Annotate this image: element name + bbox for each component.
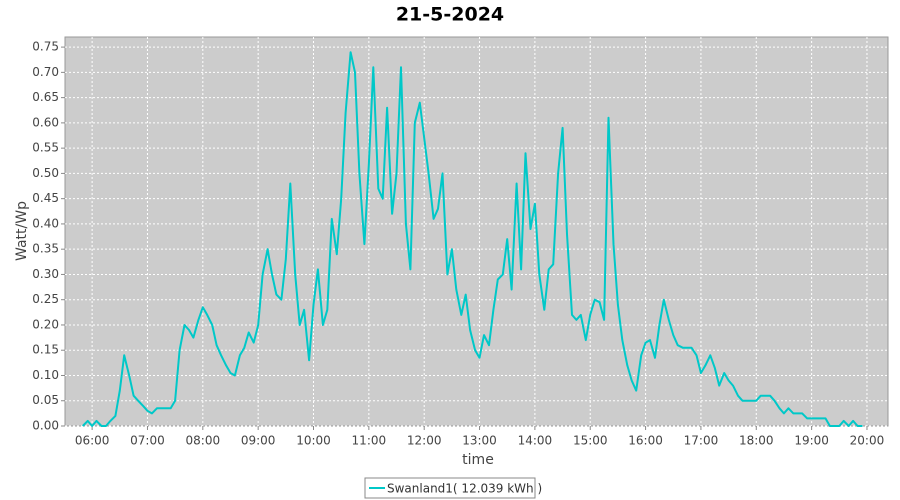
x-tick-label: 11:00 (352, 434, 387, 448)
x-tick-label: 19:00 (794, 434, 829, 448)
x-tick-label: 20:00 (850, 434, 885, 448)
x-tick-label: 07:00 (130, 434, 165, 448)
x-tick-label: 16:00 (628, 434, 663, 448)
y-tick-label: 0.50 (32, 166, 59, 180)
y-tick-label: 0.05 (32, 393, 59, 407)
y-tick-label: 0.30 (32, 267, 59, 281)
legend-box (364, 477, 536, 499)
x-tick-label: 06:00 (75, 434, 110, 448)
x-tick-label: 09:00 (241, 434, 276, 448)
y-axis-label: Watt/Wp (14, 201, 30, 261)
y-tick-label: 0.45 (32, 191, 59, 205)
y-tick-label: 0.00 (32, 419, 59, 433)
x-tick-label: 08:00 (186, 434, 221, 448)
x-tick-label: 13:00 (462, 434, 497, 448)
x-tick-label: 10:00 (296, 434, 331, 448)
y-tick-label: 0.15 (32, 343, 59, 357)
y-tick-label: 0.70 (32, 65, 59, 79)
series-line (81, 51, 863, 427)
x-tick-label: 18:00 (739, 434, 774, 448)
y-tick-label: 0.60 (32, 115, 59, 129)
y-tick-label: 0.65 (32, 90, 59, 104)
y-tick-label: 0.10 (32, 368, 59, 382)
x-tick-label: 15:00 (573, 434, 608, 448)
x-tick-label: 14:00 (518, 434, 553, 448)
y-tick-label: 0.20 (32, 317, 59, 331)
y-tick-label: 0.25 (32, 292, 59, 306)
y-tick-label: 0.40 (32, 216, 59, 230)
x-tick-label: 17:00 (684, 434, 719, 448)
plot-area (64, 36, 889, 427)
x-axis-label: time (462, 452, 494, 468)
x-tick-label: 12:00 (407, 434, 442, 448)
y-tick-label: 0.55 (32, 141, 59, 155)
legend-label: Swanland1( 12.039 kWh ) (387, 482, 542, 496)
chart-title: 21-5-2024 (396, 4, 504, 26)
y-tick-label: 0.35 (32, 242, 59, 256)
y-tick-label: 0.75 (32, 40, 59, 54)
